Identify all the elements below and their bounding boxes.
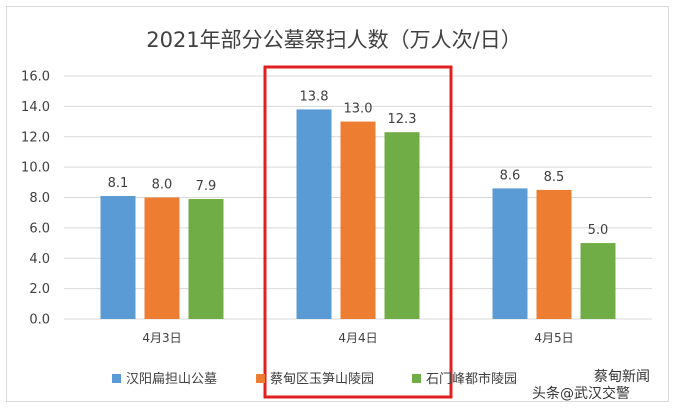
legend-label: 汉阳扁担山公墓 — [126, 372, 217, 387]
data-labels: 8.1 8.0 7.9 13.8 13.0 12.3 8.6 8.5 5.0 — [108, 89, 609, 238]
highlight-rectangle — [263, 65, 453, 399]
bar — [580, 243, 616, 319]
bar — [536, 189, 572, 319]
highlight-box — [263, 65, 453, 399]
y-tick-label: 12.0 — [21, 130, 50, 145]
legend-label: 石门峰都市陵园 — [426, 371, 517, 387]
x-category-label: 4月3日 — [142, 331, 181, 345]
y-tick-label: 8.0 — [29, 191, 50, 206]
watermark: 头条@武汉交警 蔡甸新闻 — [532, 369, 650, 402]
chart-title: 2021年部分公墓祭扫人数（万人次/日） — [146, 28, 522, 52]
data-label: 7.9 — [196, 179, 217, 194]
data-label: 8.6 — [500, 168, 521, 183]
bar — [296, 109, 332, 319]
legend-swatch — [412, 374, 421, 383]
data-label: 8.5 — [544, 170, 565, 185]
data-label: 8.0 — [152, 178, 173, 193]
y-tick-label: 6.0 — [29, 221, 50, 236]
bar — [100, 195, 136, 319]
data-label: 13.8 — [300, 89, 329, 104]
y-tick-label: 0.0 — [29, 313, 50, 328]
y-axis: 0.0 2.0 4.0 6.0 8.0 10.0 12.0 14.0 16.0 — [21, 70, 50, 328]
watermark-text: 头条@武汉交警 — [532, 385, 630, 402]
bar — [340, 121, 376, 319]
legend-swatch — [112, 374, 121, 383]
y-tick-label: 4.0 — [29, 252, 50, 267]
bar — [384, 132, 420, 319]
bar — [492, 188, 528, 319]
data-label: 13.0 — [344, 102, 373, 117]
data-label: 12.3 — [388, 112, 417, 127]
y-tick-label: 10.0 — [21, 161, 50, 176]
watermark-secondary-text: 蔡甸新闻 — [594, 369, 650, 385]
legend-swatch — [256, 374, 265, 383]
y-tick-label: 14.0 — [21, 100, 50, 115]
y-tick-label: 2.0 — [29, 282, 50, 297]
data-label: 5.0 — [588, 223, 609, 238]
x-axis: 4月3日 4月4日 4月5日 — [142, 331, 573, 345]
x-category-label: 4月4日 — [338, 331, 377, 345]
bar — [188, 199, 224, 319]
legend-label: 蔡甸区玉笋山陵园 — [270, 371, 374, 387]
bars — [100, 109, 616, 319]
data-label: 8.1 — [108, 176, 129, 191]
bar — [144, 197, 180, 319]
legend: 汉阳扁担山公墓 蔡甸区玉笋山陵园 石门峰都市陵园 — [112, 371, 517, 387]
y-tick-label: 16.0 — [21, 70, 50, 85]
x-category-label: 4月5日 — [534, 331, 573, 345]
